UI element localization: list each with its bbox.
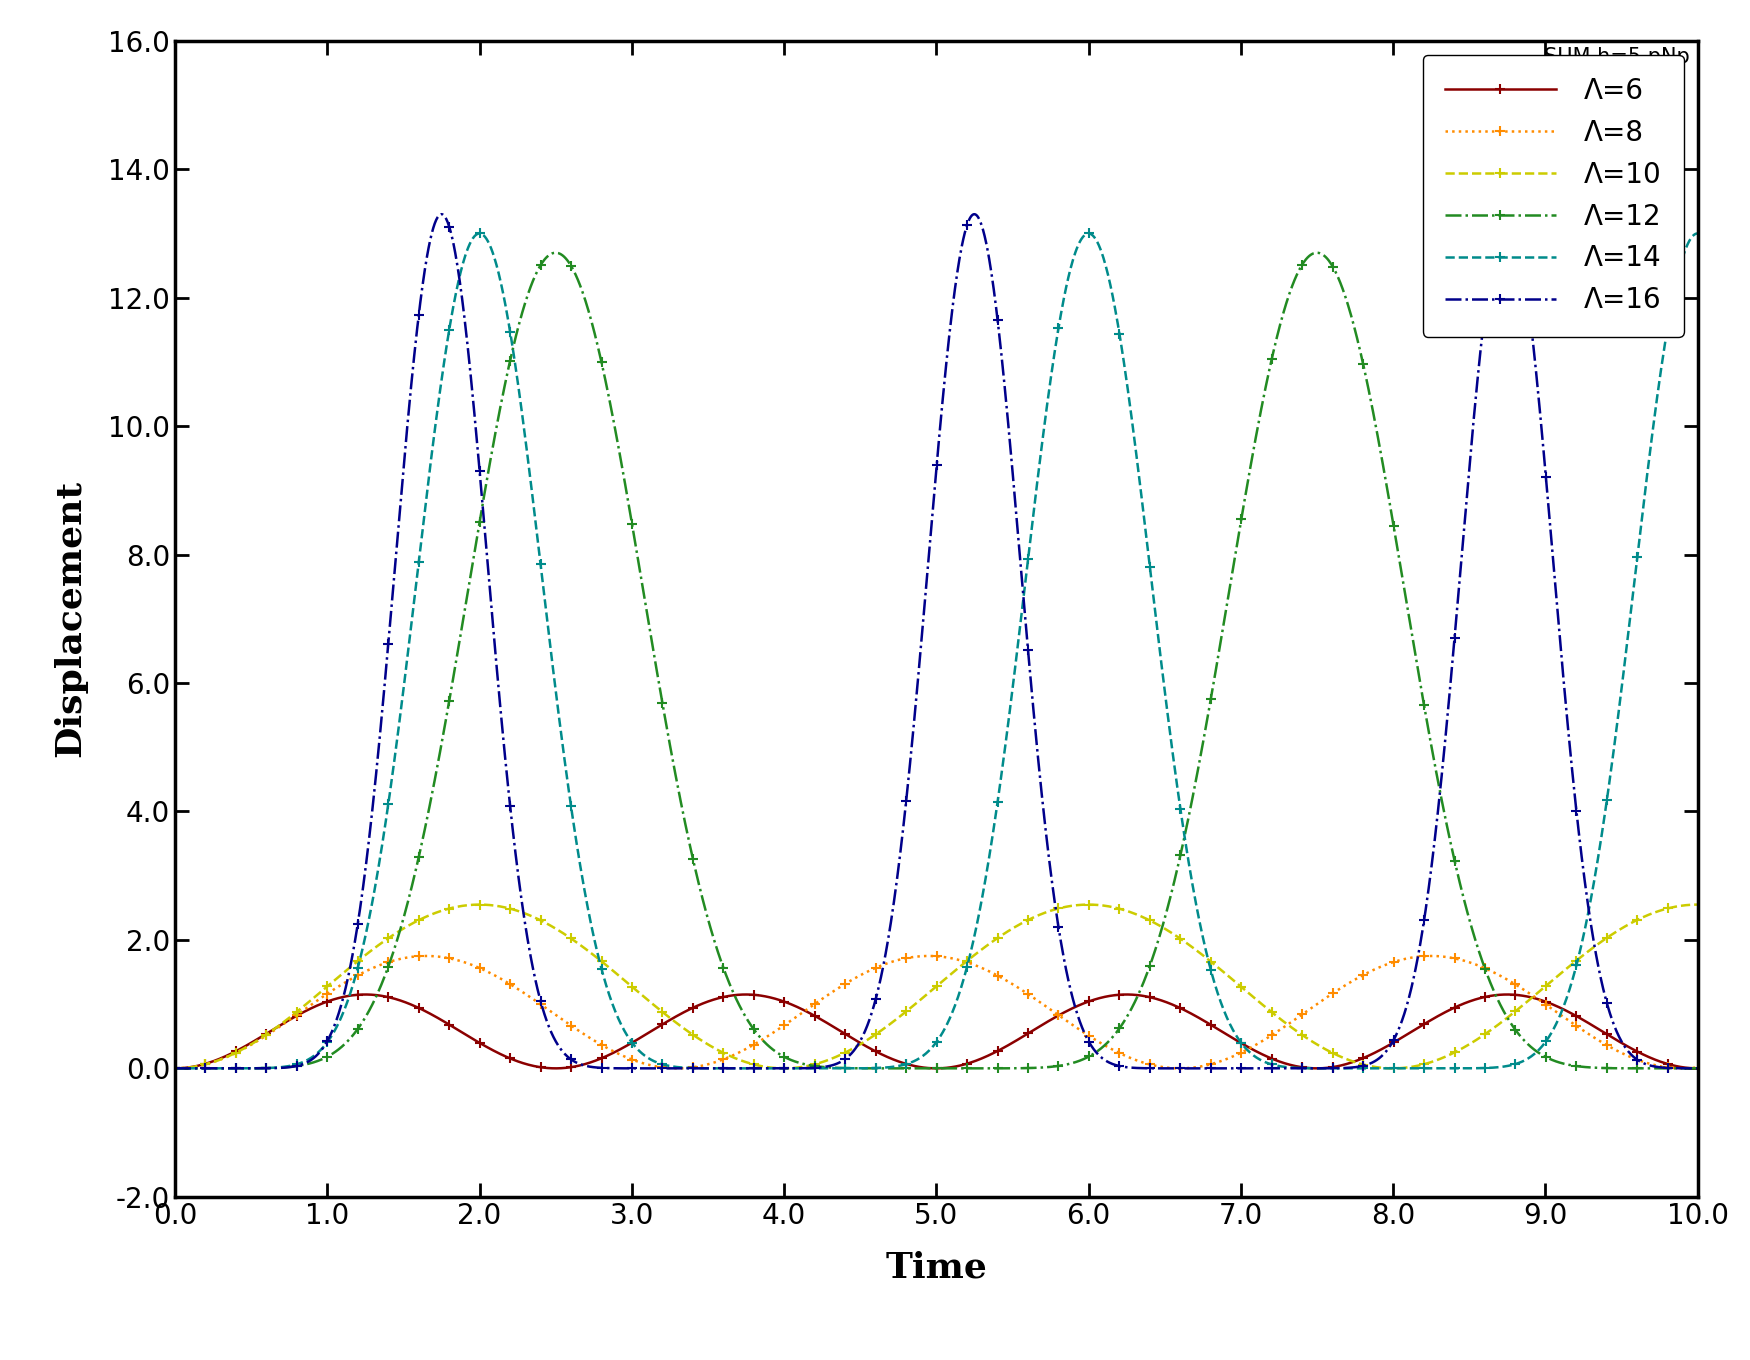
Λ=8 xyxy=(164,1061,186,1077)
Line: Λ=6: Λ=6 xyxy=(170,990,1703,1073)
Λ=8 xyxy=(1643,1057,1664,1073)
Λ=10 xyxy=(1643,904,1664,921)
Λ=12 xyxy=(242,1059,262,1076)
Y-axis label: Displacement: Displacement xyxy=(52,480,88,758)
Λ=16 xyxy=(242,1061,262,1077)
Λ=16 xyxy=(1687,1061,1708,1077)
Λ=6 xyxy=(164,1061,186,1077)
Λ=6 xyxy=(1643,1051,1664,1068)
Λ=6 xyxy=(355,986,376,1002)
Λ=14 xyxy=(242,1061,262,1077)
Λ=14 xyxy=(864,1059,886,1076)
Λ=8 xyxy=(242,1036,262,1053)
X-axis label: Time: Time xyxy=(886,1250,987,1284)
Λ=10 xyxy=(864,1027,886,1043)
Λ=8 xyxy=(1687,1059,1708,1076)
Λ=14 xyxy=(1642,423,1662,439)
Λ=10 xyxy=(1687,896,1708,913)
Λ=6 xyxy=(864,1043,886,1059)
Λ=8 xyxy=(1643,1057,1664,1073)
Λ=14 xyxy=(164,1061,186,1077)
Λ=10 xyxy=(1363,1058,1384,1074)
Λ=12 xyxy=(164,1061,186,1077)
Λ=6 xyxy=(1687,1061,1708,1077)
Λ=12 xyxy=(1363,412,1384,428)
Λ=10 xyxy=(905,996,926,1012)
Λ=8 xyxy=(864,960,886,976)
Λ=10 xyxy=(242,1035,262,1051)
Λ=16 xyxy=(1643,1058,1664,1074)
Λ=14 xyxy=(1363,1061,1384,1077)
Λ=12 xyxy=(1643,1061,1664,1077)
Λ=16 xyxy=(905,700,926,717)
Λ=14 xyxy=(1643,418,1664,434)
Λ=16 xyxy=(1496,207,1517,223)
Λ=12 xyxy=(1687,1061,1708,1077)
Λ=6 xyxy=(242,1034,262,1050)
Λ=14 xyxy=(1687,226,1708,242)
Λ=16 xyxy=(164,1061,186,1077)
Λ=14 xyxy=(905,1053,926,1069)
Λ=6 xyxy=(1363,1044,1384,1061)
Λ=16 xyxy=(1363,1054,1384,1070)
Λ=6 xyxy=(905,1058,926,1074)
Λ=12 xyxy=(864,1061,886,1077)
Line: Λ=16: Λ=16 xyxy=(170,209,1703,1073)
Line: Λ=8: Λ=8 xyxy=(170,951,1703,1073)
Λ=8 xyxy=(905,948,926,964)
Λ=8 xyxy=(416,948,438,964)
Λ=6 xyxy=(1643,1051,1664,1068)
Λ=16 xyxy=(1643,1058,1664,1074)
Λ=12 xyxy=(905,1061,926,1077)
Λ=8 xyxy=(1363,962,1384,978)
Line: Λ=10: Λ=10 xyxy=(170,900,1703,1073)
Line: Λ=12: Λ=12 xyxy=(170,248,1703,1073)
Legend: Λ=6, Λ=8, Λ=10, Λ=12, Λ=14, Λ=16: Λ=6, Λ=8, Λ=10, Λ=12, Λ=14, Λ=16 xyxy=(1423,54,1684,336)
Λ=10 xyxy=(1642,904,1662,921)
Λ=16 xyxy=(864,994,886,1010)
Line: Λ=14: Λ=14 xyxy=(170,228,1703,1073)
Λ=10 xyxy=(164,1061,186,1077)
Λ=12 xyxy=(1643,1061,1664,1077)
Λ=12 xyxy=(546,245,567,261)
Text: SUM h=5 pNp: SUM h=5 pNp xyxy=(1544,46,1690,67)
